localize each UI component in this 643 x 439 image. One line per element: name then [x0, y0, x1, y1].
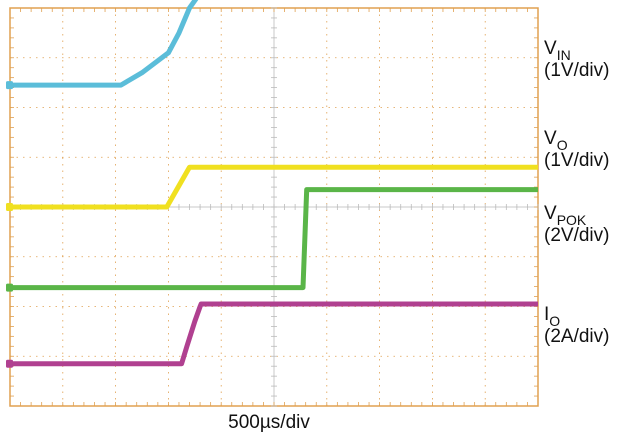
label-io-scale: (2A/div)	[544, 326, 610, 347]
channel-marker-4	[6, 359, 13, 368]
label-vpok-main: V	[544, 203, 557, 224]
trace-4	[10, 301, 538, 367]
label-vo: VO (1V/div)	[544, 128, 609, 172]
label-vin-sub: IN	[556, 47, 571, 63]
label-vo-sub: O	[556, 137, 568, 153]
channel-marker-1	[6, 81, 13, 90]
label-vpok-scale: (2V/div)	[544, 225, 610, 246]
label-vin-scale: (1V/div)	[544, 60, 610, 81]
label-io-main: I	[544, 304, 550, 325]
trace-2	[10, 164, 538, 210]
label-io: IO (2A/div)	[544, 304, 609, 348]
label-vo-scale: (1V/div)	[544, 150, 610, 171]
channel-marker-3	[6, 283, 13, 292]
label-vin: VIN (1V/div)	[544, 38, 609, 82]
x-axis-label: 500µs/div	[228, 412, 310, 433]
label-vin-main: V	[544, 38, 557, 59]
label-vpok-sub: POK	[556, 212, 587, 228]
channel-marker-2	[6, 203, 13, 211]
trace-3	[10, 187, 538, 291]
label-vpok: VPOK (2V/div)	[544, 203, 609, 247]
trace-1	[10, 0, 199, 88]
label-vo-main: V	[544, 128, 557, 149]
label-io-sub: O	[549, 313, 561, 329]
